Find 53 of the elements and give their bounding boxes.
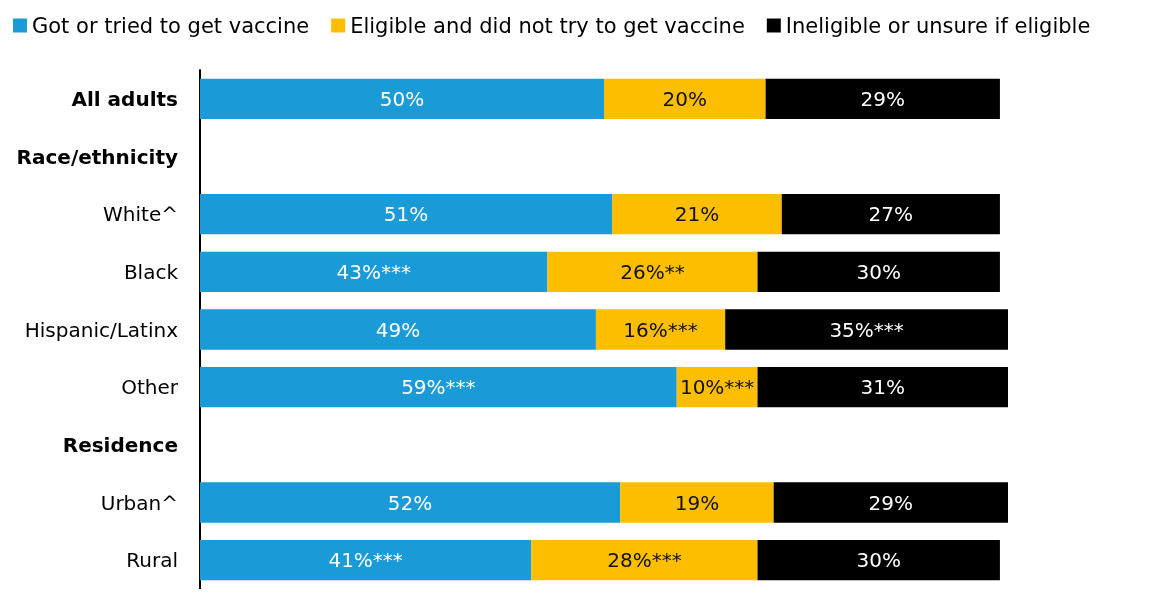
bar <box>757 366 1008 408</box>
bar <box>725 309 1008 350</box>
data-label: 28%*** <box>607 548 682 573</box>
bar <box>604 78 766 120</box>
data-label: 43%*** <box>336 259 411 284</box>
data-label: 41%*** <box>328 548 403 573</box>
data-label: 50% <box>379 86 425 111</box>
bar <box>200 539 532 581</box>
bar <box>757 539 1000 581</box>
y-tick-label: Urban^ <box>100 490 178 515</box>
legend-label: Eligible and did not try to get vaccine <box>350 13 745 38</box>
bar <box>765 78 1000 120</box>
bar <box>620 482 774 523</box>
data-label: 20% <box>662 86 708 111</box>
data-label: 29% <box>868 490 914 515</box>
data-label: 16%*** <box>623 317 698 342</box>
legend-label: Got or tried to get vaccine <box>32 13 310 38</box>
y-tick-label: Race/ethnicity <box>16 144 178 169</box>
data-label: 27% <box>868 202 914 227</box>
bar <box>200 193 613 235</box>
bar <box>200 78 604 120</box>
data-label: 21% <box>674 202 720 227</box>
data-label: 49% <box>375 317 421 342</box>
bar <box>200 251 548 293</box>
bar <box>781 193 1000 235</box>
data-label: 26%** <box>620 259 685 284</box>
bar <box>547 251 758 293</box>
bar <box>200 309 596 350</box>
data-label: 31% <box>860 375 905 400</box>
y-tick-label: Other <box>121 375 179 400</box>
data-label: 59%*** <box>401 375 476 400</box>
bar <box>200 482 621 523</box>
data-label: 30% <box>856 259 901 284</box>
y-tick-label: White^ <box>103 202 178 227</box>
bar <box>531 539 758 581</box>
y-tick-label: Black <box>123 259 179 284</box>
data-label: 51% <box>383 202 429 227</box>
data-label: 52% <box>387 490 433 515</box>
legend-label: Ineligible or unsure if eligible <box>785 13 1091 38</box>
bar <box>595 309 726 350</box>
data-label: 29% <box>860 86 905 111</box>
bar <box>757 251 1000 293</box>
bar <box>773 482 1008 523</box>
y-tick-label: Rural <box>126 548 178 573</box>
data-label: 35%*** <box>829 317 904 342</box>
data-label: 30% <box>856 548 901 573</box>
bar <box>612 193 782 235</box>
data-label: 19% <box>674 490 720 515</box>
data-label: 10%*** <box>679 375 755 400</box>
y-tick-label: All adults <box>71 86 178 111</box>
bar <box>200 366 677 408</box>
y-tick-label: Hispanic/Latinx <box>24 317 179 342</box>
y-tick-label: Residence <box>62 432 178 457</box>
